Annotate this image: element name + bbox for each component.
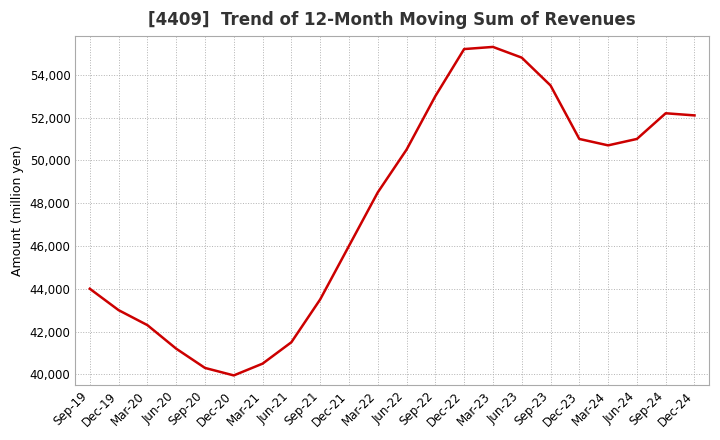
Y-axis label: Amount (million yen): Amount (million yen) — [11, 145, 24, 276]
Title: [4409]  Trend of 12-Month Moving Sum of Revenues: [4409] Trend of 12-Month Moving Sum of R… — [148, 11, 636, 29]
